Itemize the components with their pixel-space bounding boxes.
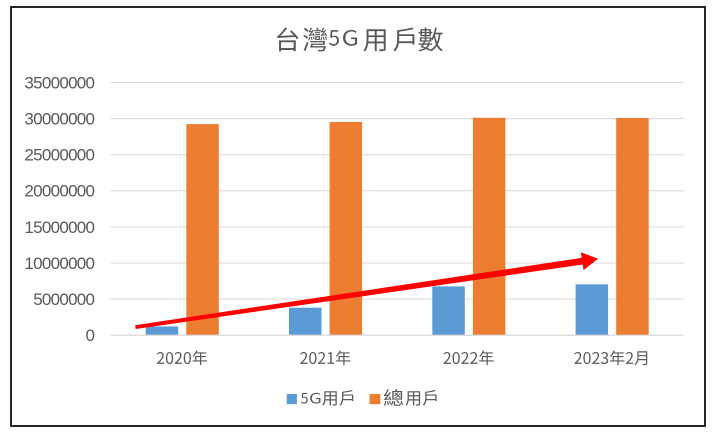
svg-text:20000000: 20000000 [24,182,95,201]
svg-text:5000000: 5000000 [33,290,95,309]
svg-text:10000000: 10000000 [24,254,95,273]
svg-text:30000000: 30000000 [24,110,95,129]
svg-text:15000000: 15000000 [24,218,95,237]
svg-text:35000000: 35000000 [24,73,95,92]
svg-text:25000000: 25000000 [24,146,95,165]
svg-text:0: 0 [86,326,95,345]
